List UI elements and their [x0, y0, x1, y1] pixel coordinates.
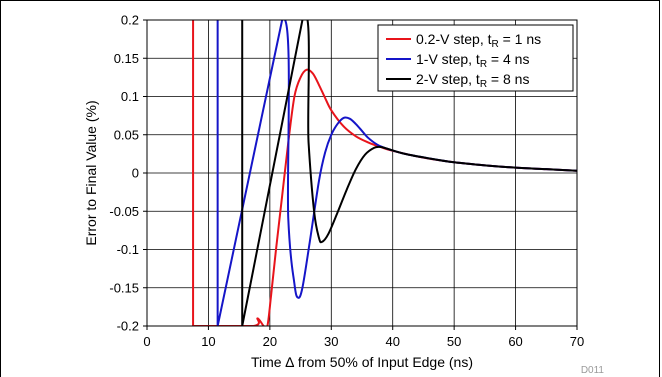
series-lines [192, 20, 577, 326]
x-axis-ticks: 0 10 20 30 40 50 60 70 [143, 326, 584, 349]
series-line-3 [241, 20, 577, 326]
x-tick-label: 10 [201, 334, 215, 349]
x-tick-label: 30 [324, 334, 338, 349]
legend: 0.2-V step, tR = 1 ns1-V step, tR = 4 ns… [377, 24, 574, 92]
x-tick-label: 50 [447, 334, 461, 349]
legend-label: 0.2-V step, tR = 1 ns [416, 31, 541, 50]
legend-label: 2-V step, tR = 8 ns [416, 71, 529, 90]
y-axis-ticks: -0.2 -0.15 -0.1 -0.05 0 0.05 0.1 0.15 0.2 [109, 13, 147, 334]
y-tick-label: 0.2 [121, 13, 139, 28]
y-tick-label: 0 [132, 166, 139, 181]
y-tick-label: 0.05 [114, 127, 139, 142]
y-tick-label: 0.1 [121, 89, 139, 104]
y-tick-label: -0.15 [109, 280, 139, 295]
x-tick-label: 20 [263, 334, 277, 349]
y-axis-label: Error to Final Value (%) [83, 100, 99, 245]
y-tick-label: -0.05 [109, 204, 139, 219]
legend-label: 1-V step, tR = 4 ns [416, 51, 529, 70]
x-tick-label: 0 [143, 334, 150, 349]
x-tick-label: 60 [508, 334, 522, 349]
y-tick-label: -0.1 [117, 242, 139, 257]
y-tick-label: 0.15 [114, 51, 139, 66]
figure-code: D011 [581, 365, 605, 376]
y-tick-label: -0.2 [117, 319, 139, 334]
x-axis-label: Time ∆ from 50% of Input Edge (ns) [251, 354, 473, 370]
x-tick-label: 40 [385, 334, 399, 349]
x-tick-label: 70 [570, 334, 584, 349]
